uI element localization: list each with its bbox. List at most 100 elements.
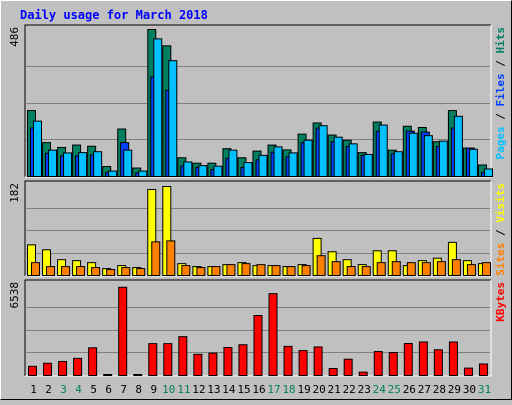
bar-kbytes-day-7 — [118, 286, 128, 376]
y-max-label: 486 — [8, 27, 21, 47]
bar-pages-day-9 — [153, 38, 163, 178]
bar-kbytes-day-17 — [268, 293, 278, 376]
legend-item: Hits — [494, 27, 507, 54]
panel-sites-visits: 182 Sites / Visits — [8, 180, 507, 277]
bar-sites-day-31 — [481, 262, 491, 276]
bar-sites-day-9 — [151, 241, 161, 276]
x-tick-label-day-16: 16 — [252, 383, 265, 396]
bar-kbytes-day-20 — [313, 346, 323, 376]
bar-kbytes-day-8 — [133, 374, 143, 376]
bar-kbytes-day-29 — [448, 341, 458, 377]
x-tick-label-day-6: 6 — [105, 383, 112, 396]
plot-border-highlight — [25, 181, 492, 277]
x-tick-label-day-20: 20 — [313, 383, 326, 396]
x-tick-label-day-23: 23 — [358, 383, 371, 396]
legend-item: Visits — [494, 183, 507, 223]
x-tick-label-day-12: 12 — [192, 383, 205, 396]
x-tick-label-day-31: 31 — [478, 383, 491, 396]
x-tick-label-day-3: 3 — [60, 383, 67, 396]
bar-kbytes-day-1 — [28, 365, 37, 376]
bar-sites-day-28 — [436, 261, 446, 276]
x-tick-label-day-5: 5 — [90, 383, 97, 396]
bar-pages-day-6 — [108, 170, 118, 178]
legend-item: / — [494, 54, 507, 74]
bar-pages-day-2 — [48, 149, 58, 177]
bar-pages-day-23 — [363, 153, 373, 177]
bar-kbytes-day-26 — [403, 342, 413, 376]
bar-pages-day-3 — [63, 152, 73, 178]
y-max-label: 6538 — [8, 282, 21, 309]
bar-sites-day-13 — [211, 266, 221, 277]
x-tick-label-day-21: 21 — [328, 383, 341, 396]
x-tick-label-day-30: 30 — [463, 383, 476, 396]
x-tick-label-day-15: 15 — [237, 383, 250, 396]
bar-kbytes-day-3 — [58, 360, 68, 376]
bar-kbytes-day-14 — [223, 347, 233, 377]
bar-pages-day-4 — [78, 152, 88, 177]
legend-sites-visits: Sites / Visits — [494, 183, 507, 276]
bar-sites-day-23 — [361, 266, 371, 277]
bar-pages-day-29 — [453, 115, 463, 177]
bar-pages-day-22 — [348, 143, 358, 177]
x-tick-label-day-17: 17 — [267, 383, 280, 396]
bar-kbytes-day-28 — [433, 349, 443, 377]
bar-kbytes-day-15 — [238, 344, 248, 377]
bar-kbytes-day-27 — [418, 341, 428, 377]
bar-sites-day-25 — [391, 261, 401, 276]
x-tick-label-day-10: 10 — [162, 383, 175, 396]
bar-pages-day-19 — [303, 139, 313, 177]
bar-pages-day-30 — [468, 148, 478, 177]
bar-kbytes-day-16 — [253, 315, 263, 377]
bar-sites-day-11 — [181, 265, 191, 277]
bar-pages-day-5 — [93, 151, 103, 177]
bar-pages-day-7 — [123, 149, 133, 177]
bar-kbytes-day-10 — [163, 343, 173, 377]
legend-kbytes: KBytes — [494, 282, 507, 322]
bar-sites-day-1 — [31, 262, 40, 276]
bar-pages-day-8 — [138, 170, 148, 178]
legend-item: KBytes — [494, 282, 507, 322]
bar-pages-day-31 — [483, 168, 493, 178]
x-tick-label-day-28: 28 — [433, 383, 446, 396]
bar-sites-day-21 — [331, 261, 341, 276]
bar-pages-day-25 — [393, 151, 403, 177]
bar-pages-day-20 — [318, 125, 328, 178]
bar-kbytes-day-30 — [463, 367, 473, 377]
bar-pages-day-15 — [243, 162, 253, 178]
bar-sites-day-14 — [226, 264, 236, 277]
bar-kbytes-day-5 — [88, 347, 98, 377]
bar-kbytes-day-12 — [193, 353, 203, 377]
bar-kbytes-day-25 — [388, 352, 398, 377]
bar-kbytes-day-6 — [103, 374, 113, 376]
bar-kbytes-day-21 — [328, 368, 338, 376]
bar-kbytes-day-11 — [178, 336, 188, 376]
bar-kbytes-day-19 — [298, 350, 308, 377]
bar-sites-day-27 — [421, 262, 431, 276]
bar-sites-day-17 — [271, 265, 281, 277]
bar-kbytes-day-13 — [208, 352, 218, 376]
bar-kbytes-day-9 — [148, 343, 158, 377]
bar-kbytes-day-18 — [283, 345, 293, 376]
bar-sites-day-4 — [76, 266, 86, 277]
chart-title: Daily usage for March 2018 — [20, 8, 208, 22]
x-tick-label-day-27: 27 — [418, 383, 431, 396]
bar-kbytes-day-24 — [373, 351, 383, 377]
bar-kbytes-day-23 — [358, 371, 368, 376]
x-tick-label-day-9: 9 — [150, 383, 157, 396]
x-tick-label-day-26: 26 — [403, 383, 416, 396]
bar-pages-day-26 — [408, 132, 418, 178]
bar-sites-day-6 — [106, 269, 116, 277]
bar-pages-day-14 — [228, 149, 238, 177]
bar-pages-day-10 — [168, 60, 178, 177]
bar-sites-day-19 — [301, 265, 311, 277]
bar-sites-day-15 — [241, 263, 251, 276]
legend-item: / — [494, 223, 507, 243]
legend-item: Sites — [494, 243, 507, 276]
bar-sites-day-12 — [196, 267, 206, 277]
x-tick-label-day-19: 19 — [297, 383, 310, 396]
bar-sites-day-5 — [91, 267, 101, 277]
x-tick-label-day-24: 24 — [373, 383, 387, 396]
bar-pages-day-11 — [183, 161, 193, 177]
plot-border-shadow — [24, 279, 491, 376]
